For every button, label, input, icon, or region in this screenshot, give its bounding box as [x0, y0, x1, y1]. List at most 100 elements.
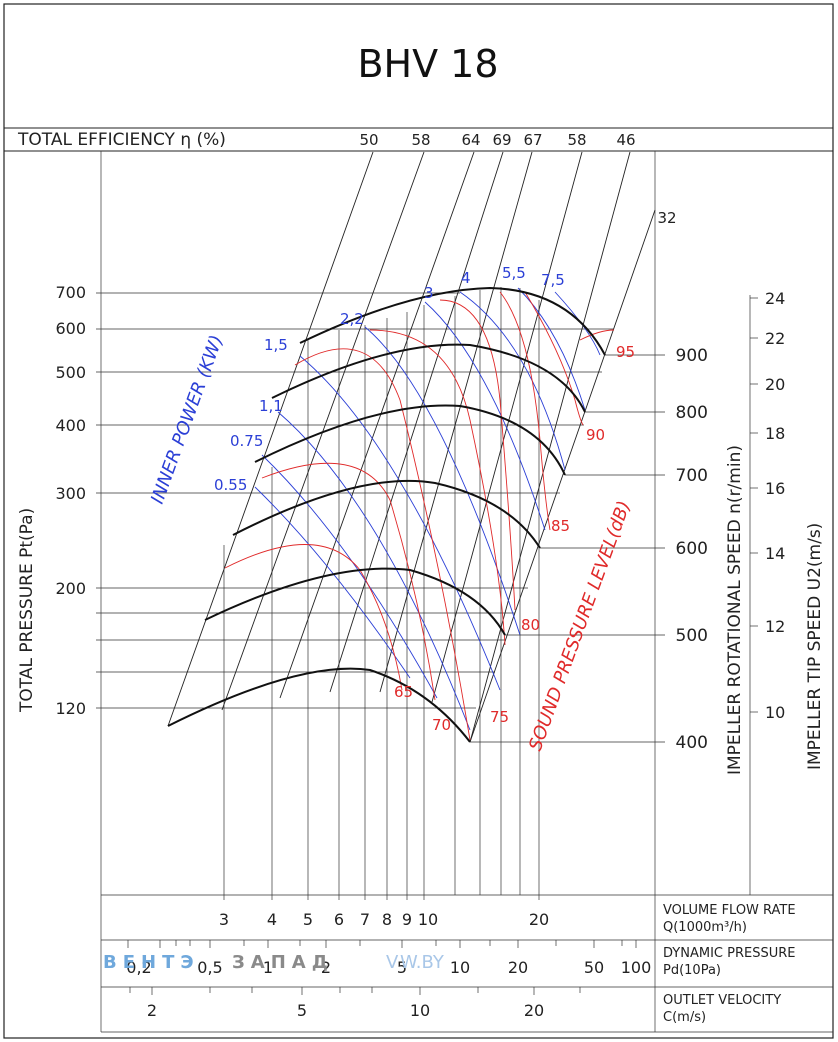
dp-tick-label: 20 — [508, 958, 528, 977]
flow-tick-label: 20 — [529, 910, 549, 929]
efficiency-value-label: 46 — [616, 131, 635, 149]
flow-rate-gridlines — [223, 287, 540, 900]
sound-level-labels: 65 70 75 80 85 90 95 — [394, 343, 635, 734]
volume-flow-unit: Q(1000m³/h) — [663, 920, 747, 935]
power-line — [261, 454, 438, 699]
speed-curve — [299, 286, 606, 356]
tip-speed-label: 18 — [765, 424, 785, 443]
outer-frame — [3, 3, 834, 1039]
y-axis-label: TOTAL PRESSURE Pt(Pa) — [17, 508, 37, 713]
sound-value-label: 95 — [616, 343, 635, 361]
speed-value-label: 600 — [676, 539, 708, 559]
pressure-tick-labels: 700 600 500 400 300 200 120 — [55, 283, 86, 718]
dp-tick-label: 100 — [621, 958, 652, 977]
y-tick-label: 300 — [55, 484, 86, 503]
speed-value-label: 800 — [676, 403, 708, 423]
speed-curve — [204, 567, 506, 636]
tip-speed-label: 22 — [765, 329, 785, 348]
ov-tick-label: 20 — [524, 1001, 544, 1020]
dynamic-pressure-unit: Pd(10Pa) — [663, 963, 721, 978]
efficiency-line — [167, 151, 374, 727]
y-tick-label: 600 — [55, 319, 86, 338]
rotational-speed-labels: 400 500 600 700 800 900 — [676, 346, 708, 753]
dynamic-pressure-scale: 0,2 0,5 1 2 5 10 20 50 100 DYNAMIC PRESS… — [126, 946, 795, 978]
ov-tick-label: 5 — [297, 1001, 307, 1020]
flow-tick-label: 7 — [360, 910, 370, 929]
sound-line — [439, 299, 516, 611]
efficiency-line — [379, 151, 533, 693]
power-value-label: 2,2 — [340, 310, 364, 328]
efficiency-value-label: 58 — [567, 131, 586, 149]
flow-tick-label: 6 — [334, 910, 344, 929]
outlet-velocity-scale: 2 5 10 20 OUTLET VELOCITY C(m/s) — [147, 993, 781, 1025]
speed-value-label: 500 — [676, 626, 708, 646]
power-value-label: 0.55 — [214, 476, 247, 494]
efficiency-value-label: 58 — [411, 131, 430, 149]
flow-tick-label: 3 — [219, 910, 229, 929]
outlet-velocity-unit: C(m/s) — [663, 1010, 706, 1025]
power-line — [459, 291, 566, 471]
power-line — [424, 301, 546, 531]
power-line — [254, 486, 411, 679]
tip-speed-label: 10 — [765, 703, 785, 722]
dynamic-pressure-ticks — [127, 940, 637, 948]
dynamic-pressure-label: DYNAMIC PRESSURE — [663, 946, 795, 961]
power-value-label: 5,5 — [502, 264, 526, 282]
inner-power-lines — [254, 287, 601, 731]
efficiency-value-label: 50 — [359, 131, 378, 149]
speed-value-label: 700 — [676, 466, 708, 486]
sound-value-label: 85 — [551, 517, 570, 535]
y-tick-label: 500 — [55, 363, 86, 382]
dp-tick-label: 2 — [321, 958, 331, 977]
dp-tick-label: 5 — [397, 958, 407, 977]
efficiency-value-label: 64 — [461, 131, 480, 149]
inner-power-labels: 0.55 0.75 1,1 1,5 2,2 3 4 5,5 7,5 — [214, 264, 565, 494]
watermark: ВЕНТЭ ЗАПАД V W.BY — [103, 952, 445, 973]
sound-value-label: 70 — [432, 716, 451, 734]
power-value-label: 1,1 — [259, 397, 283, 415]
power-line — [277, 411, 471, 731]
speed-value-label: 400 — [676, 733, 708, 753]
efficiency-value-label: 67 — [523, 131, 542, 149]
speed-curve — [271, 343, 586, 413]
speed-curve — [232, 479, 541, 549]
chart-title: BHV 18 — [357, 42, 498, 86]
efficiency-line — [469, 209, 656, 743]
tip-speed-label: 24 — [765, 289, 785, 308]
efficiency-line — [279, 151, 475, 699]
watermark-text-part1: ВЕНТЭ — [103, 952, 200, 973]
flow-tick-label: 10 — [418, 910, 438, 929]
sound-line — [579, 329, 615, 341]
watermark-text-part2: ЗАПАД — [232, 952, 334, 973]
efficiency-value-label: 32 — [657, 209, 676, 227]
sound-level-lines — [224, 291, 615, 741]
ov-tick-label: 2 — [147, 1001, 157, 1020]
sound-value-label: 65 — [394, 683, 413, 701]
dp-tick-label: 0,5 — [197, 958, 222, 977]
speed-value-label: 900 — [676, 346, 708, 366]
efficiency-line — [329, 151, 504, 693]
y-tick-label: 400 — [55, 416, 86, 435]
tip-speed-ticks — [750, 297, 758, 713]
tip-speed-label: 12 — [765, 617, 785, 636]
watermark-text-part4: W.BY — [400, 952, 445, 973]
power-value-label: 0.75 — [230, 432, 263, 450]
rotational-speed-lines — [470, 354, 665, 743]
flow-tick-label: 4 — [267, 910, 277, 929]
sound-line — [224, 544, 403, 691]
efficiency-labels: 50 58 64 69 67 58 46 32 — [359, 131, 676, 227]
efficiency-line — [469, 151, 631, 743]
dp-tick-label: 0,2 — [126, 958, 151, 977]
power-line — [364, 326, 521, 636]
speed-curves — [167, 286, 606, 743]
efficiency-line — [431, 151, 583, 703]
tip-speed-labels: 10 12 14 16 18 20 22 24 — [765, 289, 785, 722]
speed-curve — [167, 667, 471, 743]
efficiency-axis-label: TOTAL EFFICIENCY η (%) — [17, 130, 226, 150]
power-line — [517, 287, 586, 411]
dp-tick-label: 1 — [263, 958, 273, 977]
sound-value-label: 75 — [490, 708, 509, 726]
flow-tick-label: 8 — [382, 910, 392, 929]
tip-speed-axis-label: IMPELLER TIP SPEED U2(m/s) — [805, 523, 825, 770]
